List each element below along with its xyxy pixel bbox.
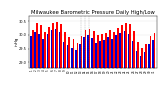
- Bar: [75, 50, 77, 68]
- Bar: [55, 29, 56, 68]
- Bar: [133, 31, 135, 68]
- Bar: [83, 37, 85, 68]
- Bar: [129, 24, 131, 68]
- Y-axis label: inHg: inHg: [14, 37, 18, 46]
- Bar: [124, 31, 125, 68]
- Bar: [148, 44, 149, 68]
- Bar: [132, 41, 133, 68]
- Bar: [47, 34, 48, 68]
- Bar: [56, 22, 58, 68]
- Bar: [95, 43, 97, 68]
- Title: Milwaukee Barometric Pressure Daily High/Low: Milwaukee Barometric Pressure Daily High…: [31, 10, 155, 15]
- Bar: [89, 29, 90, 68]
- Bar: [30, 36, 32, 68]
- Bar: [44, 32, 46, 68]
- Bar: [145, 44, 147, 68]
- Bar: [32, 30, 34, 68]
- Bar: [103, 40, 105, 68]
- Bar: [125, 23, 127, 68]
- Bar: [128, 33, 129, 68]
- Bar: [144, 52, 145, 68]
- Bar: [120, 33, 121, 68]
- Bar: [64, 32, 66, 68]
- Bar: [107, 37, 109, 68]
- Bar: [137, 42, 139, 68]
- Bar: [36, 23, 38, 68]
- Bar: [115, 35, 117, 68]
- Bar: [99, 41, 101, 68]
- Bar: [136, 51, 137, 68]
- Bar: [81, 36, 82, 68]
- Bar: [67, 45, 68, 68]
- Bar: [48, 27, 50, 68]
- Bar: [72, 39, 74, 68]
- Bar: [121, 25, 123, 68]
- Bar: [68, 37, 70, 68]
- Bar: [149, 36, 151, 68]
- Bar: [109, 30, 111, 68]
- Bar: [71, 48, 72, 68]
- Bar: [97, 35, 99, 68]
- Bar: [87, 35, 89, 68]
- Bar: [34, 32, 36, 68]
- Bar: [63, 42, 64, 68]
- Bar: [59, 32, 60, 68]
- Bar: [152, 40, 154, 68]
- Bar: [43, 39, 44, 68]
- Bar: [105, 33, 107, 68]
- Bar: [40, 25, 42, 68]
- Bar: [154, 33, 155, 68]
- Bar: [38, 33, 40, 68]
- Bar: [93, 31, 95, 68]
- Bar: [91, 38, 93, 68]
- Bar: [140, 56, 141, 68]
- Bar: [117, 28, 119, 68]
- Bar: [60, 24, 62, 68]
- Bar: [77, 43, 78, 68]
- Bar: [52, 23, 54, 68]
- Bar: [141, 48, 143, 68]
- Bar: [85, 30, 86, 68]
- Bar: [111, 39, 113, 68]
- Bar: [51, 30, 52, 68]
- Bar: [113, 32, 115, 68]
- Bar: [79, 44, 81, 68]
- Bar: [101, 33, 103, 68]
